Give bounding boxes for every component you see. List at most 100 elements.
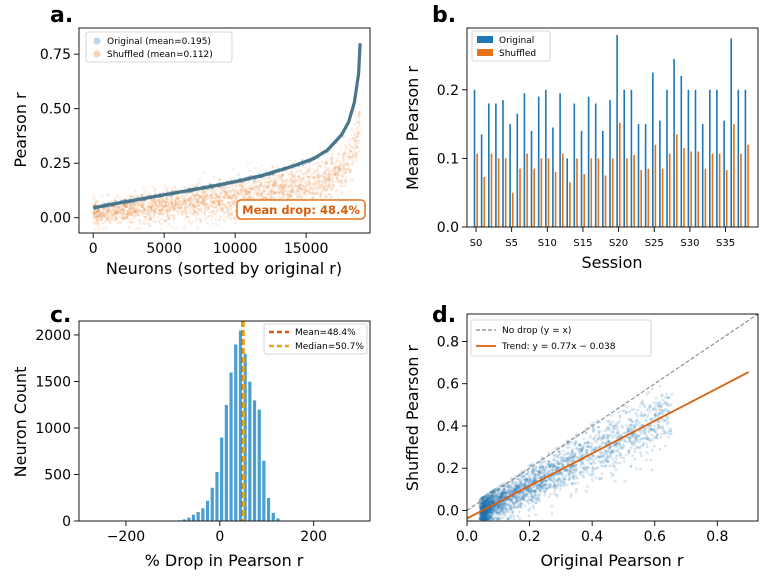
shuffled-point <box>354 140 358 143</box>
shuffled-point <box>239 184 242 187</box>
shuffled-point <box>277 177 281 180</box>
shuffled-point <box>324 195 328 199</box>
shuffled-point <box>323 180 326 184</box>
shuffled-point <box>201 203 205 206</box>
scatter-point <box>614 468 618 472</box>
shuffled-point <box>300 181 304 184</box>
shuffled-point <box>305 190 308 193</box>
shuffled-point <box>97 219 101 222</box>
shuffled-point <box>97 227 100 230</box>
shuffled-point <box>229 207 233 210</box>
bar-original <box>737 89 740 227</box>
histogram-bin <box>261 460 266 522</box>
shuffled-point <box>113 211 116 214</box>
legend-entry-median: Median=50.7% <box>295 342 364 352</box>
shuffled-point <box>316 186 319 190</box>
panel-c-x-tick-label: −200 <box>107 529 145 545</box>
scatter-point <box>638 420 641 424</box>
shuffled-point <box>298 187 302 190</box>
shuffled-point <box>137 201 140 204</box>
shuffled-point <box>205 194 209 197</box>
scatter-point <box>549 492 552 496</box>
scatter-point <box>661 398 665 402</box>
bar-shuffled <box>718 153 721 227</box>
shuffled-point <box>338 160 342 163</box>
shuffled-point <box>273 186 276 190</box>
shuffled-point <box>278 183 282 187</box>
shuffled-point <box>248 169 252 173</box>
shuffled-point <box>261 191 265 194</box>
shuffled-point <box>304 165 307 169</box>
shuffled-point <box>291 176 295 179</box>
shuffled-point <box>326 168 330 171</box>
shuffled-point <box>296 192 300 195</box>
shuffled-point <box>340 184 344 187</box>
shuffled-point <box>141 205 144 208</box>
shuffled-point <box>166 217 170 220</box>
shuffled-point <box>282 192 286 196</box>
shuffled-point <box>340 190 344 193</box>
shuffled-point <box>301 184 304 188</box>
shuffled-point <box>269 194 273 197</box>
shuffled-point <box>219 202 222 206</box>
shuffled-point <box>352 179 355 182</box>
shuffled-point <box>132 196 135 199</box>
shuffled-point <box>279 175 283 178</box>
shuffled-point <box>123 215 126 219</box>
shuffled-point <box>303 179 307 182</box>
shuffled-point <box>141 211 145 214</box>
bar-original <box>537 96 540 227</box>
shuffled-point <box>236 192 240 195</box>
shuffled-point <box>136 201 140 205</box>
shuffled-point <box>218 190 222 194</box>
shuffled-point <box>318 164 322 168</box>
shuffled-point <box>281 188 285 192</box>
shuffled-point <box>100 194 104 198</box>
shuffled-point <box>114 196 118 199</box>
shuffled-point <box>188 206 191 210</box>
shuffled-point <box>313 187 317 190</box>
scatter-point <box>622 456 626 460</box>
shuffled-point <box>315 189 319 192</box>
shuffled-point <box>298 183 302 187</box>
bar-shuffled <box>562 153 564 227</box>
shuffled-point <box>326 185 329 188</box>
shuffled-point <box>357 149 361 153</box>
shuffled-point <box>186 198 189 201</box>
shuffled-point <box>324 187 327 191</box>
shuffled-point <box>136 207 139 210</box>
shuffled-point <box>147 221 151 225</box>
shuffled-point <box>330 183 334 186</box>
bar-shuffled <box>611 158 614 227</box>
shuffled-point <box>106 210 109 213</box>
bar-original <box>744 89 747 227</box>
shuffled-point <box>244 183 247 186</box>
shuffled-point <box>173 208 176 211</box>
shuffled-point <box>352 136 355 140</box>
shuffled-point <box>348 179 352 183</box>
shuffled-point <box>238 184 242 188</box>
shuffled-point <box>267 183 270 186</box>
shuffled-point <box>330 195 334 198</box>
scatter-point <box>512 514 516 518</box>
shuffled-point <box>336 194 339 197</box>
shuffled-point <box>151 186 154 189</box>
bar-original <box>523 93 526 227</box>
shuffled-point <box>192 202 196 206</box>
shuffled-point <box>330 178 333 182</box>
shuffled-point <box>297 185 301 189</box>
shuffled-point <box>117 206 121 209</box>
shuffled-point <box>279 176 282 179</box>
shuffled-point <box>150 210 153 213</box>
bar-shuffled <box>640 170 642 227</box>
shuffled-point <box>157 215 160 219</box>
shuffled-point <box>345 167 348 171</box>
scatter-point <box>659 435 663 439</box>
bar-shuffled <box>676 134 678 227</box>
shuffled-point <box>211 191 214 195</box>
shuffled-point <box>184 203 187 206</box>
shuffled-point <box>340 149 343 152</box>
shuffled-point <box>336 174 340 178</box>
shuffled-point <box>275 183 279 186</box>
